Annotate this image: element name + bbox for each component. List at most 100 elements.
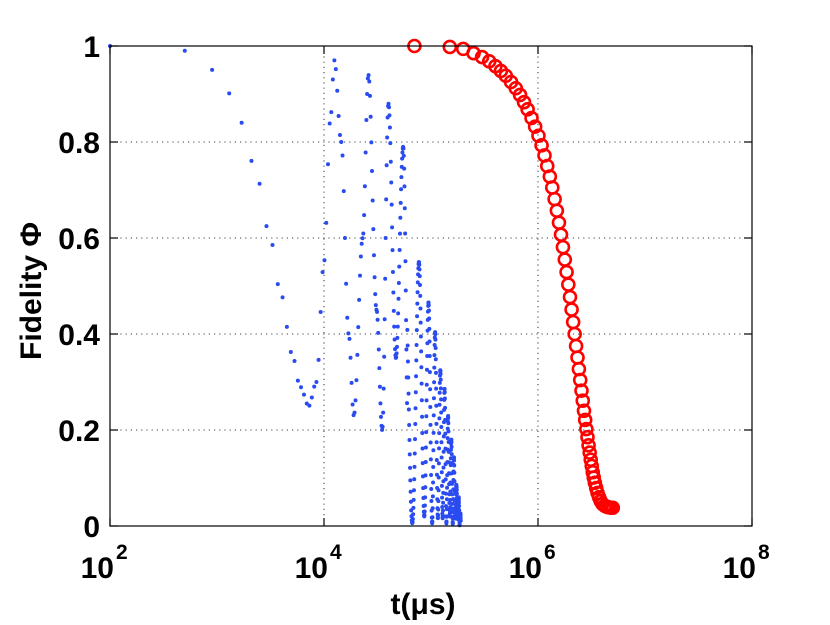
series-oscillating-point	[426, 308, 431, 313]
series-oscillating-point	[417, 262, 422, 267]
series-oscillating-point	[436, 507, 441, 512]
series-oscillating-point	[327, 121, 332, 126]
series-oscillating-point	[365, 76, 370, 81]
series-oscillating-point	[389, 180, 394, 185]
series-oscillating-point	[424, 430, 429, 435]
series-oscillating-point	[347, 336, 352, 341]
data-series	[108, 38, 621, 528]
series-oscillating-point	[381, 410, 386, 415]
series-oscillating-point	[448, 456, 453, 461]
series-oscillating-point	[373, 292, 378, 297]
x-tick-label: 10 6	[509, 541, 556, 585]
series-oscillating-point	[438, 371, 443, 376]
series-oscillating-point	[337, 133, 342, 138]
series-oscillating-point	[376, 347, 381, 352]
plot-area	[110, 46, 752, 526]
series-decaying-point	[512, 87, 528, 103]
series-oscillating-point	[394, 355, 399, 360]
series-oscillating-point	[407, 423, 412, 428]
series-decaying-point	[605, 500, 621, 516]
series-oscillating-point	[424, 382, 429, 387]
x-tick-label-base: 10	[295, 552, 328, 585]
series-oscillating-point	[379, 414, 383, 419]
series-oscillating-point	[367, 93, 372, 98]
series-oscillating-point	[412, 477, 417, 482]
series-oscillating-point	[403, 231, 408, 236]
series-oscillating-point	[420, 431, 425, 436]
series-oscillating-point	[440, 513, 445, 518]
series-oscillating-point	[440, 495, 445, 500]
series-oscillating-point	[439, 455, 444, 460]
series-oscillating-point	[422, 509, 427, 514]
series-decaying-point	[579, 421, 594, 437]
series-oscillating-point	[437, 380, 442, 385]
series-oscillating-point	[439, 470, 444, 475]
series-oscillating-point	[429, 499, 434, 504]
series-oscillating-point	[411, 512, 416, 517]
series-oscillating-point	[408, 478, 413, 483]
series-oscillating-point	[366, 73, 371, 78]
series-oscillating-point	[324, 220, 329, 225]
series-oscillating-point	[329, 110, 334, 115]
series-oscillating-point	[410, 519, 415, 524]
series-oscillating-point	[437, 416, 442, 421]
series-oscillating-point	[415, 290, 420, 295]
series-oscillating-point	[368, 114, 373, 119]
series-oscillating-point	[401, 146, 406, 151]
series-oscillating-point	[445, 436, 450, 441]
series-oscillating-point	[396, 281, 401, 286]
series-oscillating-point	[210, 67, 215, 72]
series-oscillating-point	[433, 346, 438, 351]
series-oscillating-point	[432, 365, 437, 370]
y-tick-label: 0	[83, 511, 100, 544]
series-oscillating-point	[439, 424, 444, 429]
series-oscillating-point	[301, 392, 306, 397]
series-oscillating-point	[391, 308, 396, 313]
series-oscillating-point	[356, 325, 361, 330]
series-oscillating-point	[239, 120, 244, 125]
series-oscillating-point	[424, 367, 429, 372]
x-tick-label: 10 2	[81, 541, 128, 585]
series-oscillating-point	[362, 213, 367, 218]
series-oscillating-point	[322, 258, 327, 263]
series-oscillating-point	[404, 347, 409, 352]
series-oscillating-point	[438, 386, 443, 391]
y-tick-label: 0.8	[58, 127, 100, 160]
series-oscillating-point	[386, 101, 391, 106]
series-oscillating-point	[388, 141, 393, 146]
series-oscillating-point	[387, 113, 392, 118]
series-oscillating-point	[414, 342, 419, 347]
series-oscillating-point	[415, 314, 420, 319]
series-oscillating-point	[316, 357, 321, 362]
series-oscillating-point	[442, 390, 447, 395]
series-oscillating-point	[427, 326, 432, 331]
series-oscillating-point	[332, 58, 337, 63]
series-oscillating-point	[423, 495, 428, 500]
series-oscillating-point	[439, 483, 444, 488]
series-oscillating-point	[444, 497, 449, 502]
series-oscillating-point	[443, 405, 448, 410]
series-oscillating-point	[414, 358, 419, 363]
series-oscillating-point	[418, 293, 423, 298]
series-oscillating-point	[326, 162, 330, 167]
series-oscillating-point	[445, 485, 450, 490]
series-oscillating-point	[447, 513, 452, 518]
series-oscillating-point	[419, 398, 424, 403]
series-oscillating-point	[378, 401, 383, 406]
series-oscillating-point	[330, 77, 335, 82]
series-oscillating-point	[443, 431, 448, 436]
series-oscillating-point	[375, 309, 380, 314]
series-oscillating-point	[389, 202, 394, 207]
series-oscillating-point	[405, 343, 410, 348]
series-oscillating-point	[307, 403, 312, 408]
series-decaying-point	[516, 94, 532, 110]
series-oscillating-point	[420, 446, 425, 451]
series-oscillating-point	[434, 440, 439, 445]
series-oscillating-point	[450, 492, 455, 497]
series-oscillating-point	[452, 479, 457, 484]
series-oscillating-point	[408, 499, 413, 504]
series-oscillating-point	[457, 507, 462, 512]
series-oscillating-point	[450, 520, 455, 525]
series-oscillating-point	[426, 303, 431, 308]
series-oscillating-point	[399, 187, 404, 192]
